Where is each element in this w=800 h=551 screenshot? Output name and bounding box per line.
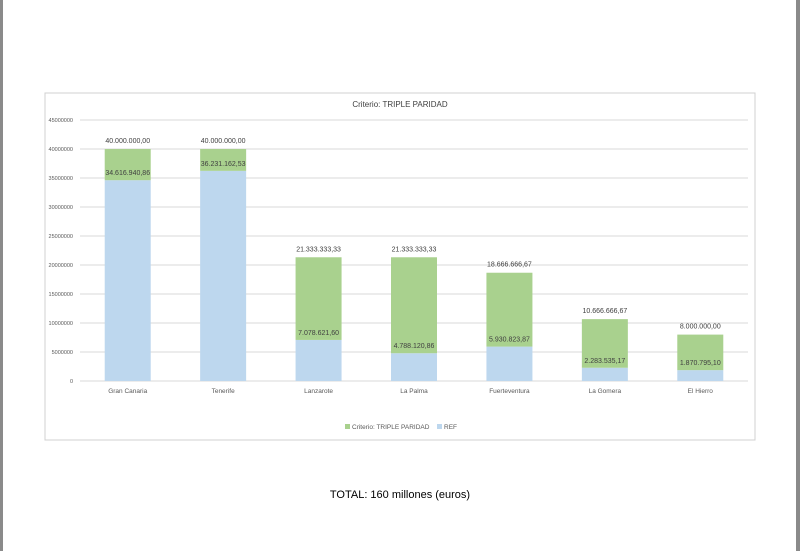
bar-ref <box>581 367 628 381</box>
bar-ref <box>200 170 247 381</box>
x-tick-label: El Hierro <box>688 388 714 395</box>
x-tick-label: La Gomera <box>589 388 622 395</box>
y-tick-label: 45000000 <box>49 118 73 124</box>
bar-triple-paridad <box>486 272 533 347</box>
data-label-ref: 5.930.823,87 <box>489 337 530 344</box>
y-tick-label: 40000000 <box>49 147 73 153</box>
data-label-ref: 34.616.940,86 <box>105 170 150 177</box>
data-label-total: 8.000.000,00 <box>680 324 721 331</box>
bar-ref <box>486 346 533 381</box>
bar-ref <box>391 353 437 381</box>
y-tick-label: 35000000 <box>49 176 73 182</box>
data-label-total: 10.666.666,67 <box>582 308 627 315</box>
data-label-total: 21.333.333,33 <box>296 246 341 253</box>
data-label-ref: 2.283.535,17 <box>584 358 625 365</box>
data-label-ref: 7.078.621,60 <box>298 330 339 337</box>
bar-ref <box>677 370 724 381</box>
y-tick-label: 15000000 <box>49 292 73 298</box>
total-caption: TOTAL: 160 millones (euros) <box>329 489 471 501</box>
y-tick-label: 0 <box>70 379 73 385</box>
x-tick-label: Fuerteventura <box>489 388 530 395</box>
page-edge-right <box>796 0 800 551</box>
data-label-ref: 4.788.120,86 <box>394 343 435 350</box>
y-tick-label: 20000000 <box>49 263 73 269</box>
bar-triple-paridad <box>104 149 151 181</box>
data-label-total: 40.000.000,00 <box>105 138 150 145</box>
bar-triple-paridad <box>677 334 724 371</box>
bar-triple-paridad <box>581 319 628 368</box>
page-edge-left <box>0 0 3 551</box>
bar-triple-paridad <box>295 257 342 340</box>
data-label-total: 18.666.666,67 <box>487 262 532 269</box>
y-tick-label: 30000000 <box>49 205 73 211</box>
legend-swatch-triple-paridad <box>345 424 350 429</box>
y-tick-label: 25000000 <box>49 234 73 240</box>
y-tick-label: 5000000 <box>52 350 73 356</box>
data-label-total: 21.333.333,33 <box>392 246 437 253</box>
bar-ref <box>295 339 342 381</box>
x-tick-label: La Palma <box>400 388 428 395</box>
data-label-ref: 1.870.795,10 <box>680 360 721 367</box>
x-tick-label: Gran Canaria <box>108 388 147 395</box>
chart-title: Criterio: TRIPLE PARIDAD <box>352 100 448 109</box>
legend-label-ref: REF <box>444 424 457 431</box>
legend-label-triple-paridad: Criterio: TRIPLE PARIDAD <box>352 424 430 431</box>
y-tick-label: 10000000 <box>49 321 73 327</box>
x-tick-label: Lanzarote <box>304 388 333 395</box>
bar-triple-paridad <box>391 257 437 354</box>
data-label-total: 40.000.000,00 <box>201 138 246 145</box>
bar-triple-paridad <box>200 149 247 171</box>
bar-ref <box>104 180 151 381</box>
x-tick-label: Tenerife <box>212 388 236 395</box>
data-label-ref: 36.231.162,53 <box>201 161 246 168</box>
legend-swatch-ref <box>437 424 442 429</box>
